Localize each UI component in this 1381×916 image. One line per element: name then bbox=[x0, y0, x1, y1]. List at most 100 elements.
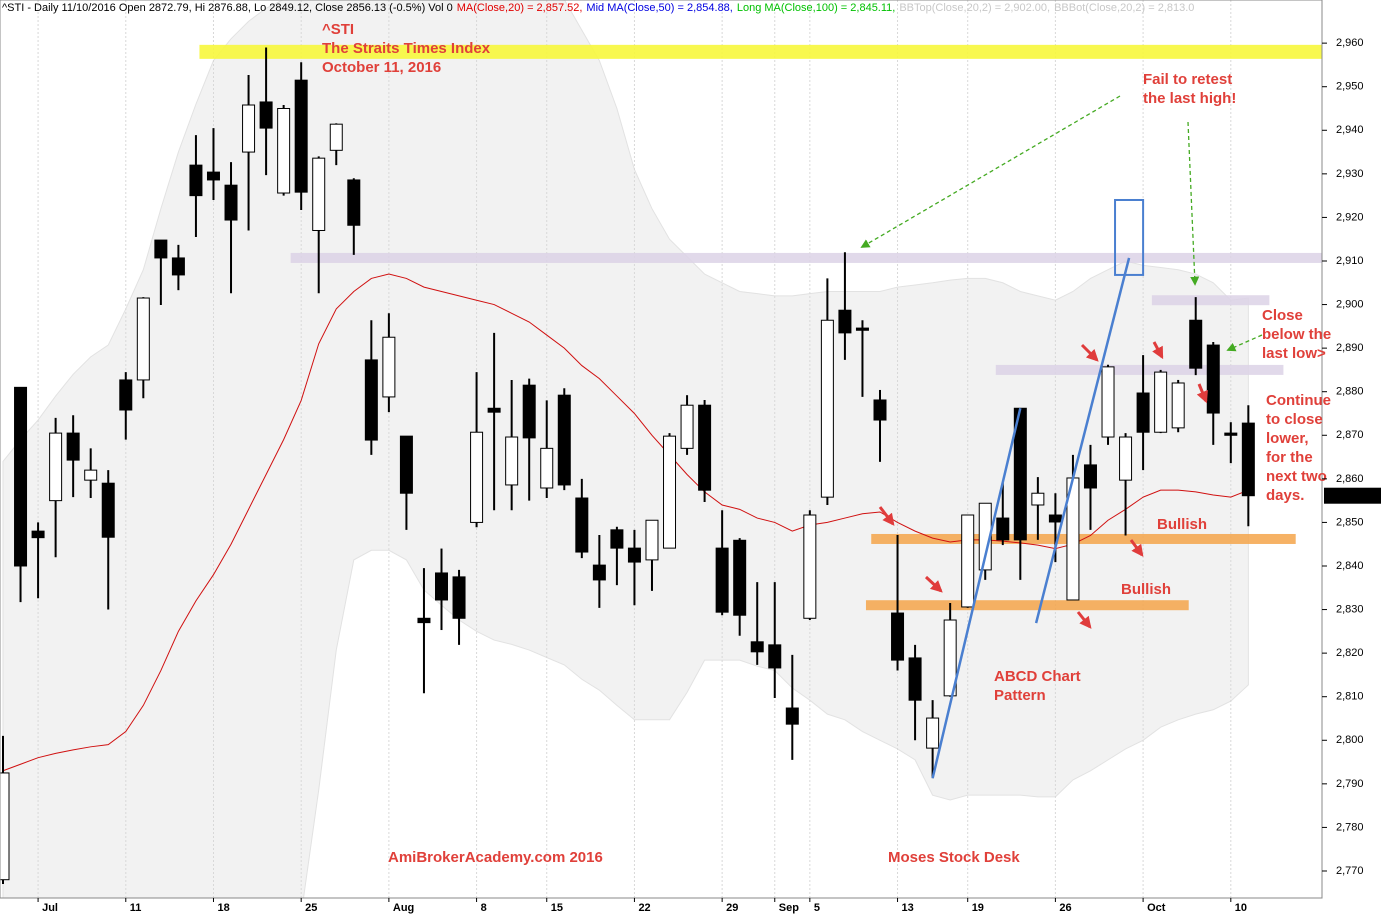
annotation: Bullish bbox=[1157, 516, 1207, 533]
x-tick-label: 8 bbox=[481, 902, 487, 914]
annotation: to close bbox=[1266, 411, 1323, 428]
candle-body bbox=[31, 530, 45, 539]
candle-body bbox=[101, 482, 115, 538]
level-zone bbox=[995, 364, 1284, 375]
candle-body bbox=[206, 171, 220, 181]
x-tick-label: 22 bbox=[638, 902, 650, 914]
candle-body bbox=[733, 539, 747, 616]
candle-body bbox=[49, 432, 63, 502]
candle-body bbox=[1154, 371, 1168, 433]
abcd-line bbox=[1034, 257, 1131, 624]
y-tick-label: 2,790 bbox=[1336, 778, 1364, 790]
candle-body bbox=[698, 404, 712, 491]
x-tick-label: 13 bbox=[902, 902, 914, 914]
candle-body bbox=[627, 547, 641, 563]
y-tick-label: 2,840 bbox=[1336, 560, 1364, 572]
overlay: ^STI The Straits Times Index October 11, 2… bbox=[322, 21, 1331, 866]
candle-body bbox=[838, 309, 852, 334]
last-price-label: 2,856.13 bbox=[1330, 490, 1373, 502]
arrow bbox=[1196, 383, 1208, 404]
annotation: lower, bbox=[1266, 430, 1309, 447]
candle-body bbox=[996, 517, 1010, 541]
candle-body bbox=[14, 386, 28, 567]
candle-body bbox=[329, 123, 343, 151]
header-item: Long MA(Close,100) = 2,845.11, bbox=[737, 2, 895, 14]
candle-body bbox=[522, 384, 536, 439]
x-tick-label: 25 bbox=[305, 902, 317, 914]
y-tick-label: 2,820 bbox=[1336, 647, 1364, 659]
level-zone bbox=[865, 600, 1189, 611]
x-tick-label: 15 bbox=[551, 902, 563, 914]
annotation: Continue bbox=[1266, 392, 1331, 409]
green-arrows bbox=[860, 95, 1263, 352]
candle-body bbox=[417, 617, 431, 624]
candle-body bbox=[1206, 344, 1220, 414]
arrow bbox=[1152, 341, 1164, 360]
annotation: ABCD Chart bbox=[994, 668, 1081, 685]
candle-body bbox=[435, 572, 448, 601]
header-item: MA(Close,20) = 2,857.52, bbox=[457, 2, 583, 14]
candle-body bbox=[0, 772, 10, 881]
x-tick-label: Sep bbox=[779, 902, 799, 914]
y-tick-label: 2,910 bbox=[1336, 255, 1364, 267]
candle-body bbox=[855, 327, 869, 331]
candle-body bbox=[1241, 422, 1255, 497]
arrow bbox=[860, 95, 1121, 248]
annotation: ^STI bbox=[322, 21, 354, 38]
arrow bbox=[924, 575, 943, 593]
x-tick-label: 29 bbox=[726, 902, 738, 914]
candle-body bbox=[224, 184, 238, 221]
y-tick-label: 2,960 bbox=[1336, 37, 1364, 49]
candle-body bbox=[1031, 492, 1045, 506]
y-tick-label: 2,780 bbox=[1336, 821, 1364, 833]
candle-body bbox=[943, 619, 957, 697]
candle-body bbox=[961, 514, 975, 608]
candle-body bbox=[347, 179, 361, 226]
y-tick-label: 2,770 bbox=[1336, 865, 1364, 877]
x-tick-label: 18 bbox=[217, 902, 229, 914]
candle-body bbox=[645, 519, 659, 561]
candle-body bbox=[926, 717, 940, 749]
x-tick-label: 5 bbox=[814, 902, 820, 914]
candle-body bbox=[1136, 392, 1150, 433]
candle-body bbox=[768, 644, 782, 669]
plot-frame bbox=[0, 0, 1323, 899]
candle-body bbox=[171, 257, 185, 276]
x-tick-label: 19 bbox=[972, 902, 984, 914]
candle-body bbox=[575, 497, 589, 553]
candle-body bbox=[1101, 366, 1115, 438]
candle-body bbox=[1171, 382, 1185, 429]
candle-body bbox=[277, 107, 291, 194]
level-zone bbox=[199, 44, 1322, 59]
y-tick-label: 2,860 bbox=[1336, 473, 1364, 485]
y-tick-label: 2,870 bbox=[1336, 429, 1364, 441]
plot-area bbox=[0, 0, 1322, 898]
candle-body bbox=[750, 641, 764, 653]
candle-body bbox=[259, 101, 273, 129]
candle-body bbox=[294, 79, 308, 193]
y-tick-label: 2,810 bbox=[1336, 691, 1364, 703]
candle-body bbox=[1189, 319, 1203, 369]
candle-body bbox=[1119, 436, 1133, 481]
y-tick-label: 2,800 bbox=[1336, 734, 1364, 746]
candle-body bbox=[715, 547, 729, 613]
candle-body bbox=[820, 319, 834, 498]
candle-body bbox=[505, 436, 519, 486]
candle-body bbox=[610, 529, 624, 549]
x-tick-label: 10 bbox=[1235, 902, 1247, 914]
candle-body bbox=[154, 239, 168, 259]
y-tick-label: 2,950 bbox=[1336, 81, 1364, 93]
annotation: October 11, 2016 bbox=[322, 59, 441, 76]
candle-body bbox=[382, 336, 396, 398]
arrow bbox=[1076, 611, 1092, 629]
candle-body bbox=[978, 502, 992, 571]
header-item: BBBot(Close,20,2) = 2,813.0 bbox=[1054, 2, 1194, 14]
y-tick-label: 2,900 bbox=[1336, 298, 1364, 310]
candle-body bbox=[242, 104, 256, 153]
candle-body bbox=[66, 432, 80, 461]
level-zone bbox=[1151, 295, 1270, 306]
y-tick-label: 2,880 bbox=[1336, 386, 1364, 398]
annotation: below the bbox=[1262, 326, 1331, 343]
candle-body bbox=[873, 399, 887, 421]
